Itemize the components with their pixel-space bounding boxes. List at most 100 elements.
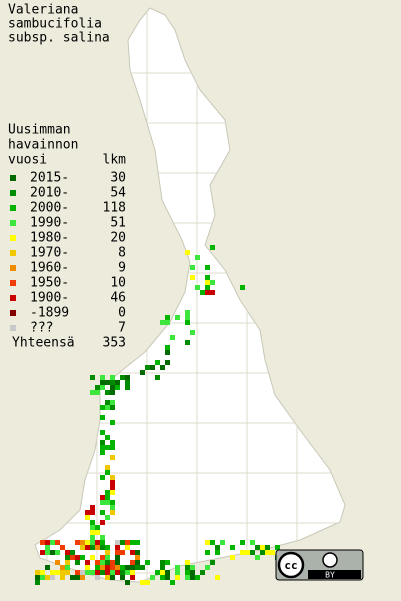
observation-square — [145, 560, 150, 565]
observation-square — [145, 580, 150, 585]
observation-square — [105, 380, 110, 385]
observation-square — [55, 550, 60, 555]
observation-square — [115, 565, 120, 570]
legend-count: 10 — [110, 276, 126, 291]
observation-square — [160, 365, 165, 370]
observation-square — [55, 560, 60, 565]
observation-square — [60, 545, 65, 550]
observation-square — [110, 390, 115, 395]
observation-square — [70, 555, 75, 560]
observation-square — [105, 560, 110, 565]
observation-square — [240, 285, 245, 290]
observation-square — [130, 560, 135, 565]
observation-square — [90, 525, 95, 530]
observation-square — [110, 445, 115, 450]
observation-square — [200, 290, 205, 295]
legend-swatch — [10, 325, 16, 331]
observation-square — [125, 565, 130, 570]
observation-square — [65, 570, 70, 575]
observation-square — [175, 565, 180, 570]
observation-square — [65, 565, 70, 570]
observation-square — [185, 570, 190, 575]
legend-label: 1990- — [30, 216, 69, 231]
observation-square — [270, 550, 275, 555]
observation-square — [50, 540, 55, 545]
observation-square — [130, 540, 135, 545]
observation-square — [40, 540, 45, 545]
observation-square — [50, 550, 55, 555]
observation-square — [115, 560, 120, 565]
observation-square — [255, 545, 260, 550]
observation-square — [65, 560, 70, 565]
legend-count: 7 — [118, 321, 126, 336]
observation-square — [60, 575, 65, 580]
observation-square — [90, 540, 95, 545]
observation-square — [250, 540, 255, 545]
legend-count: 54 — [110, 186, 126, 201]
observation-square — [240, 550, 245, 555]
by-label: BY — [325, 571, 335, 580]
legend-count: 46 — [110, 291, 126, 306]
total-count: 353 — [103, 336, 126, 351]
observation-square — [75, 540, 80, 545]
observation-square — [200, 570, 205, 575]
badge-band — [308, 570, 361, 579]
observation-square — [100, 510, 105, 515]
observation-square — [95, 525, 100, 530]
observation-square — [145, 365, 150, 370]
observation-square — [190, 330, 195, 335]
observation-square — [110, 570, 115, 575]
observation-square — [95, 390, 100, 395]
observation-square — [165, 560, 170, 565]
legend-label: -1899 — [30, 306, 69, 321]
observation-square — [205, 265, 210, 270]
legend-swatch — [10, 295, 16, 301]
observation-square — [185, 320, 190, 325]
observation-square — [210, 290, 215, 295]
observation-square — [155, 570, 160, 575]
observation-square — [100, 495, 105, 500]
observation-square — [65, 555, 70, 560]
observation-square — [160, 570, 165, 575]
observation-square — [165, 575, 170, 580]
observation-square — [90, 390, 95, 395]
observation-square — [195, 255, 200, 260]
observation-square — [115, 380, 120, 385]
observation-square — [125, 375, 130, 380]
observation-square — [40, 550, 45, 555]
observation-square — [45, 540, 50, 545]
observation-square — [120, 575, 125, 580]
observation-square — [185, 560, 190, 565]
observation-square — [210, 245, 215, 250]
observation-square — [190, 265, 195, 270]
observation-square — [105, 435, 110, 440]
observation-square — [110, 510, 115, 515]
observation-square — [165, 360, 170, 365]
observation-square — [175, 315, 180, 320]
observation-square — [95, 560, 100, 565]
observation-square — [185, 340, 190, 345]
observation-square — [35, 580, 40, 585]
observation-square — [155, 375, 160, 380]
legend-swatch — [10, 280, 16, 286]
observation-square — [90, 555, 95, 560]
observation-square — [105, 400, 110, 405]
observation-square — [135, 565, 140, 570]
cc-icon-text: cc — [284, 559, 297, 572]
observation-square — [205, 275, 210, 280]
observation-square — [185, 250, 190, 255]
observation-square — [210, 280, 215, 285]
observation-square — [80, 540, 85, 545]
observation-square — [100, 380, 105, 385]
observation-square — [55, 540, 60, 545]
observation-square — [220, 540, 225, 545]
cc-icon — [277, 551, 305, 579]
legend-label: 2015- — [30, 171, 69, 186]
observation-square — [190, 565, 195, 570]
observation-square — [90, 535, 95, 540]
legend-label: 1950- — [30, 276, 69, 291]
legend-swatch — [10, 265, 16, 271]
observation-square — [100, 430, 105, 435]
observation-square — [40, 570, 45, 575]
observation-square — [105, 405, 110, 410]
